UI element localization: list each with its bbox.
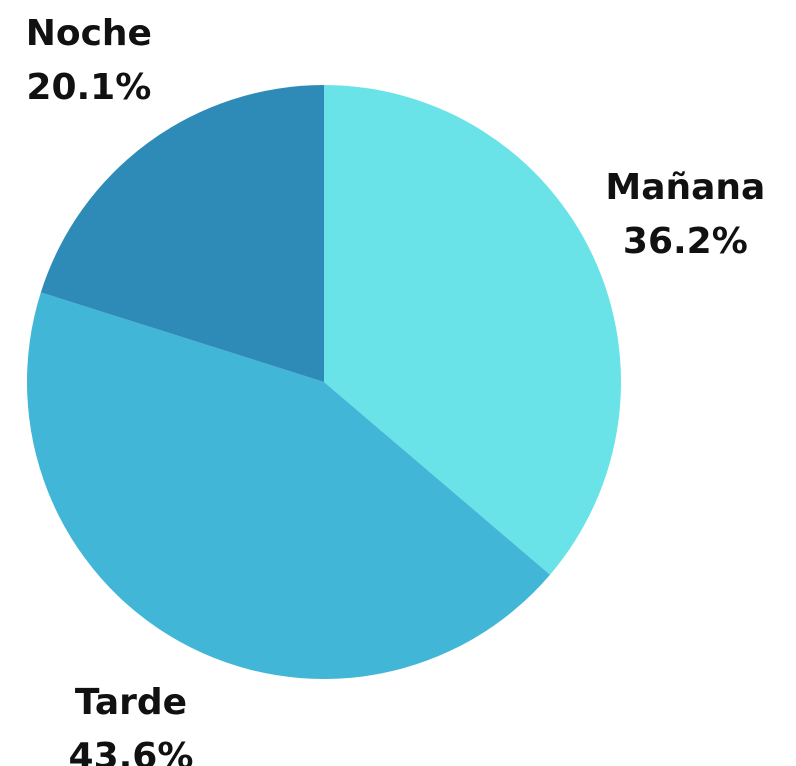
slice-value-label: 43.6%	[69, 736, 194, 766]
slice-label: Noche	[26, 13, 152, 54]
pie-slice	[26, 292, 551, 679]
slice-value-label: 36.2%	[623, 221, 748, 262]
pie-slice	[40, 85, 324, 382]
slice-value-label: 20.1%	[26, 67, 151, 108]
pie-slice	[324, 85, 621, 575]
slice-label: Mañana	[605, 167, 765, 208]
slice-label: Tarde	[75, 682, 187, 723]
